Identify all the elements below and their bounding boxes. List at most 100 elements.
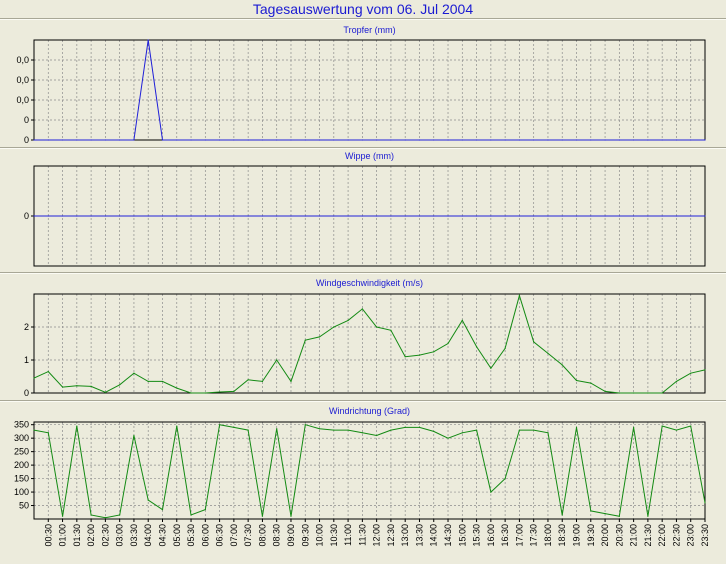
data-point	[204, 508, 206, 511]
y-tick-label: 300	[14, 433, 29, 443]
data-point	[390, 429, 392, 431]
data-point	[33, 377, 35, 379]
x-tick-label: 18:30	[557, 524, 567, 547]
chart-title: Wippe (mm)	[345, 151, 394, 161]
data-point	[661, 215, 663, 217]
data-point	[404, 215, 406, 217]
data-point	[547, 139, 549, 141]
data-point	[47, 139, 49, 141]
data-point	[361, 432, 363, 434]
data-point	[504, 477, 506, 480]
data-point	[204, 215, 206, 217]
data-point	[390, 139, 392, 141]
series-line	[33, 293, 706, 394]
x-tick-label: 12:00	[372, 524, 382, 547]
data-point	[661, 139, 663, 141]
data-point	[104, 215, 106, 217]
x-tick-label: 10:00	[315, 524, 325, 547]
data-point	[690, 425, 692, 427]
x-tick-label: 15:00	[457, 524, 467, 547]
data-point	[347, 429, 349, 431]
data-point	[604, 390, 606, 392]
data-point	[533, 341, 535, 343]
data-point	[604, 139, 606, 141]
y-tick-label: 0	[24, 135, 29, 145]
data-point	[247, 429, 249, 431]
data-point	[675, 380, 678, 383]
data-point	[433, 351, 435, 353]
data-point	[347, 319, 349, 321]
data-point	[618, 215, 620, 217]
plot-area	[34, 40, 705, 140]
data-point	[618, 139, 620, 141]
data-point	[461, 432, 463, 434]
data-point	[276, 139, 278, 141]
data-point	[647, 515, 649, 517]
data-point	[290, 515, 292, 517]
data-point	[318, 336, 321, 338]
x-tick-label: 03:00	[115, 524, 125, 547]
data-point	[533, 139, 535, 141]
chart-title: Windgeschwindigkeit (m/s)	[316, 278, 423, 288]
data-point	[147, 215, 149, 217]
y-tick-label: 200	[14, 460, 29, 470]
data-point	[461, 319, 463, 321]
data-point	[76, 139, 78, 141]
data-point	[490, 139, 492, 141]
x-tick-label: 20:00	[600, 524, 610, 547]
data-point	[119, 215, 121, 217]
data-point	[547, 215, 549, 217]
data-point	[190, 139, 192, 141]
data-point	[333, 215, 335, 217]
data-point	[433, 139, 435, 141]
data-point	[190, 392, 192, 394]
data-point	[704, 139, 706, 141]
data-point	[47, 432, 49, 434]
data-point	[290, 215, 292, 217]
data-point	[647, 139, 649, 141]
data-point	[504, 215, 506, 217]
data-point	[518, 139, 521, 141]
x-tick-label: 08:30	[272, 524, 282, 547]
x-tick-label: 07:00	[229, 524, 239, 547]
data-point	[533, 429, 535, 431]
x-tick-label: 06:30	[215, 524, 225, 547]
data-point	[76, 215, 78, 217]
plot-frame	[33, 421, 706, 520]
data-point	[404, 139, 406, 141]
data-point	[133, 372, 135, 374]
data-point	[461, 139, 463, 141]
x-tick-label: 14:30	[443, 524, 453, 547]
x-tick-label: 03:30	[129, 524, 139, 547]
y-tick-label: 0	[24, 211, 29, 221]
data-point	[575, 426, 578, 428]
y-tick-label: 100	[14, 487, 29, 497]
data-point	[61, 515, 64, 517]
data-point	[376, 326, 378, 328]
y-tick-label: 0,0	[16, 55, 29, 65]
data-point	[404, 426, 406, 428]
data-point	[33, 429, 35, 431]
data-point	[276, 359, 278, 361]
x-tick-label: 23:00	[686, 524, 696, 547]
plot-area	[34, 294, 705, 393]
data-point	[33, 215, 35, 217]
data-point	[161, 380, 164, 383]
data-point	[333, 139, 335, 141]
data-point	[218, 424, 221, 426]
data-point	[704, 502, 706, 504]
data-point	[518, 295, 521, 297]
data-point	[704, 369, 706, 371]
x-tick-label: 12:30	[386, 524, 396, 547]
data-point	[176, 215, 178, 217]
data-point	[261, 215, 264, 217]
data-point	[261, 515, 264, 517]
data-point	[218, 215, 221, 217]
data-point	[333, 429, 335, 431]
data-point	[261, 139, 264, 141]
data-point	[675, 215, 678, 217]
chart-title: Tropfer (mm)	[343, 25, 395, 35]
data-point	[461, 215, 463, 217]
x-tick-label: 01:30	[72, 524, 82, 547]
